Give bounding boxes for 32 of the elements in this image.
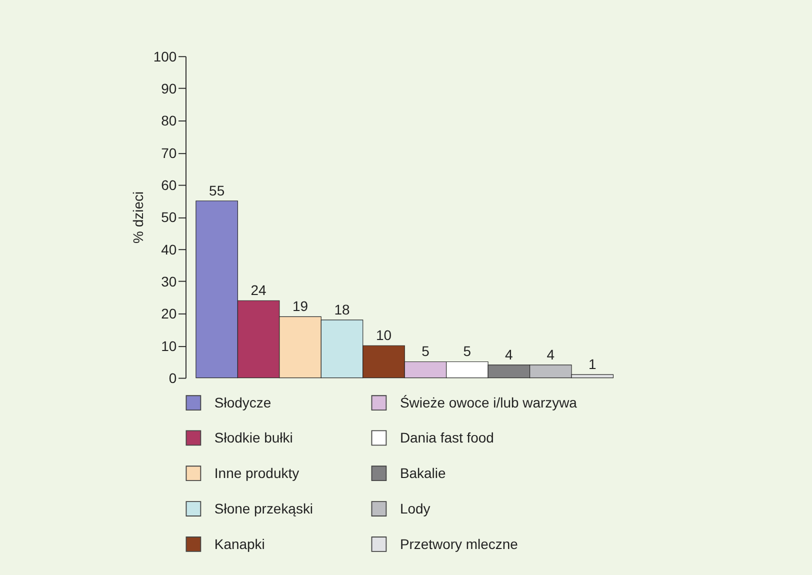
data-label: 10 bbox=[376, 327, 392, 344]
data-label: 24 bbox=[250, 282, 267, 298]
y-tick-label: 10 bbox=[161, 338, 177, 354]
y-tick-label: 100 bbox=[153, 48, 177, 64]
data-label: 5 bbox=[422, 343, 430, 360]
data-label: 4 bbox=[546, 346, 555, 362]
y-tick-label: 70 bbox=[161, 144, 177, 161]
legend-label: Dania fast food bbox=[400, 430, 494, 446]
y-tick-label: 40 bbox=[161, 241, 177, 258]
y-tick-label: 30 bbox=[161, 273, 177, 290]
legend-label: Kanapki bbox=[214, 536, 265, 552]
legend-label: Bakalie bbox=[400, 465, 446, 482]
legend-label: Przetwory mleczne bbox=[400, 536, 518, 552]
y-tick-label: 50 bbox=[161, 209, 177, 226]
y-tick-label: 0 bbox=[168, 370, 177, 386]
y-tick-label: 20 bbox=[161, 306, 177, 322]
y-axis-title: % dzieci bbox=[130, 191, 146, 244]
y-tick-label: 90 bbox=[161, 80, 177, 96]
data-label: 1 bbox=[588, 356, 596, 372]
legend-label: Inne produkty bbox=[214, 465, 300, 482]
data-label: 55 bbox=[209, 182, 225, 198]
legend-label: Słodycze bbox=[214, 394, 272, 411]
data-label: 19 bbox=[292, 298, 308, 314]
y-tick-label: 80 bbox=[161, 112, 177, 129]
data-label: 5 bbox=[463, 343, 472, 360]
legend-label: Świeże owoce i/lub warzywa bbox=[400, 394, 578, 411]
legend-label: Lody bbox=[400, 500, 430, 516]
y-tick-label: 60 bbox=[161, 176, 177, 193]
legend-label: Słodkie bułki bbox=[214, 430, 293, 446]
data-label: 18 bbox=[334, 301, 350, 318]
legend-label: Słone przekąski bbox=[214, 500, 314, 516]
data-label: 4 bbox=[505, 346, 514, 362]
